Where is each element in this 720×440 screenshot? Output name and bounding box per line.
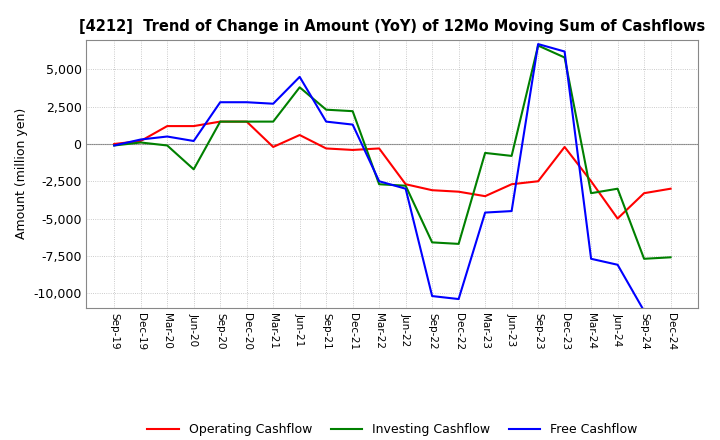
Free Cashflow	[348, 122, 357, 127]
Operating Cashflow	[640, 191, 649, 196]
Free Cashflow	[216, 99, 225, 105]
Operating Cashflow	[534, 179, 542, 184]
Free Cashflow	[110, 143, 119, 148]
Operating Cashflow	[375, 146, 384, 151]
Operating Cashflow	[428, 187, 436, 193]
Operating Cashflow	[243, 119, 251, 124]
Operating Cashflow	[560, 144, 569, 150]
Legend: Operating Cashflow, Investing Cashflow, Free Cashflow: Operating Cashflow, Investing Cashflow, …	[143, 418, 642, 440]
Investing Cashflow	[454, 241, 463, 246]
Investing Cashflow	[243, 119, 251, 124]
Free Cashflow	[428, 293, 436, 299]
Free Cashflow	[295, 74, 304, 80]
Operating Cashflow	[189, 124, 198, 129]
Free Cashflow	[454, 297, 463, 302]
Investing Cashflow	[163, 143, 171, 148]
Y-axis label: Amount (million yen): Amount (million yen)	[14, 108, 27, 239]
Investing Cashflow	[110, 143, 119, 148]
Operating Cashflow	[454, 189, 463, 194]
Operating Cashflow	[613, 216, 622, 221]
Operating Cashflow	[587, 179, 595, 184]
Free Cashflow	[613, 262, 622, 268]
Free Cashflow	[508, 209, 516, 214]
Investing Cashflow	[375, 182, 384, 187]
Investing Cashflow	[508, 153, 516, 158]
Investing Cashflow	[481, 150, 490, 156]
Operating Cashflow	[269, 144, 277, 150]
Investing Cashflow	[189, 167, 198, 172]
Operating Cashflow	[163, 124, 171, 129]
Investing Cashflow	[269, 119, 277, 124]
Free Cashflow	[189, 138, 198, 143]
Operating Cashflow	[322, 146, 330, 151]
Investing Cashflow	[428, 240, 436, 245]
Free Cashflow	[322, 119, 330, 124]
Free Cashflow	[163, 134, 171, 139]
Investing Cashflow	[560, 55, 569, 60]
Operating Cashflow	[216, 119, 225, 124]
Investing Cashflow	[348, 109, 357, 114]
Operating Cashflow	[110, 141, 119, 147]
Operating Cashflow	[348, 147, 357, 153]
Free Cashflow	[269, 101, 277, 106]
Investing Cashflow	[295, 84, 304, 90]
Investing Cashflow	[666, 255, 675, 260]
Investing Cashflow	[401, 183, 410, 188]
Free Cashflow	[640, 308, 649, 314]
Free Cashflow	[401, 186, 410, 191]
Investing Cashflow	[587, 191, 595, 196]
Operating Cashflow	[481, 194, 490, 199]
Free Cashflow	[375, 179, 384, 184]
Free Cashflow	[534, 41, 542, 47]
Operating Cashflow	[136, 138, 145, 143]
Free Cashflow	[481, 210, 490, 215]
Investing Cashflow	[613, 186, 622, 191]
Free Cashflow	[560, 49, 569, 54]
Free Cashflow	[136, 137, 145, 142]
Line: Operating Cashflow: Operating Cashflow	[114, 121, 670, 219]
Line: Investing Cashflow: Investing Cashflow	[114, 46, 670, 259]
Operating Cashflow	[508, 182, 516, 187]
Operating Cashflow	[401, 182, 410, 187]
Investing Cashflow	[136, 140, 145, 145]
Operating Cashflow	[295, 132, 304, 138]
Title: [4212]  Trend of Change in Amount (YoY) of 12Mo Moving Sum of Cashflows: [4212] Trend of Change in Amount (YoY) o…	[79, 19, 706, 34]
Investing Cashflow	[534, 43, 542, 48]
Line: Free Cashflow: Free Cashflow	[114, 44, 670, 312]
Free Cashflow	[587, 256, 595, 261]
Operating Cashflow	[666, 186, 675, 191]
Investing Cashflow	[322, 107, 330, 112]
Investing Cashflow	[640, 256, 649, 261]
Investing Cashflow	[216, 119, 225, 124]
Free Cashflow	[243, 99, 251, 105]
Free Cashflow	[666, 310, 675, 315]
